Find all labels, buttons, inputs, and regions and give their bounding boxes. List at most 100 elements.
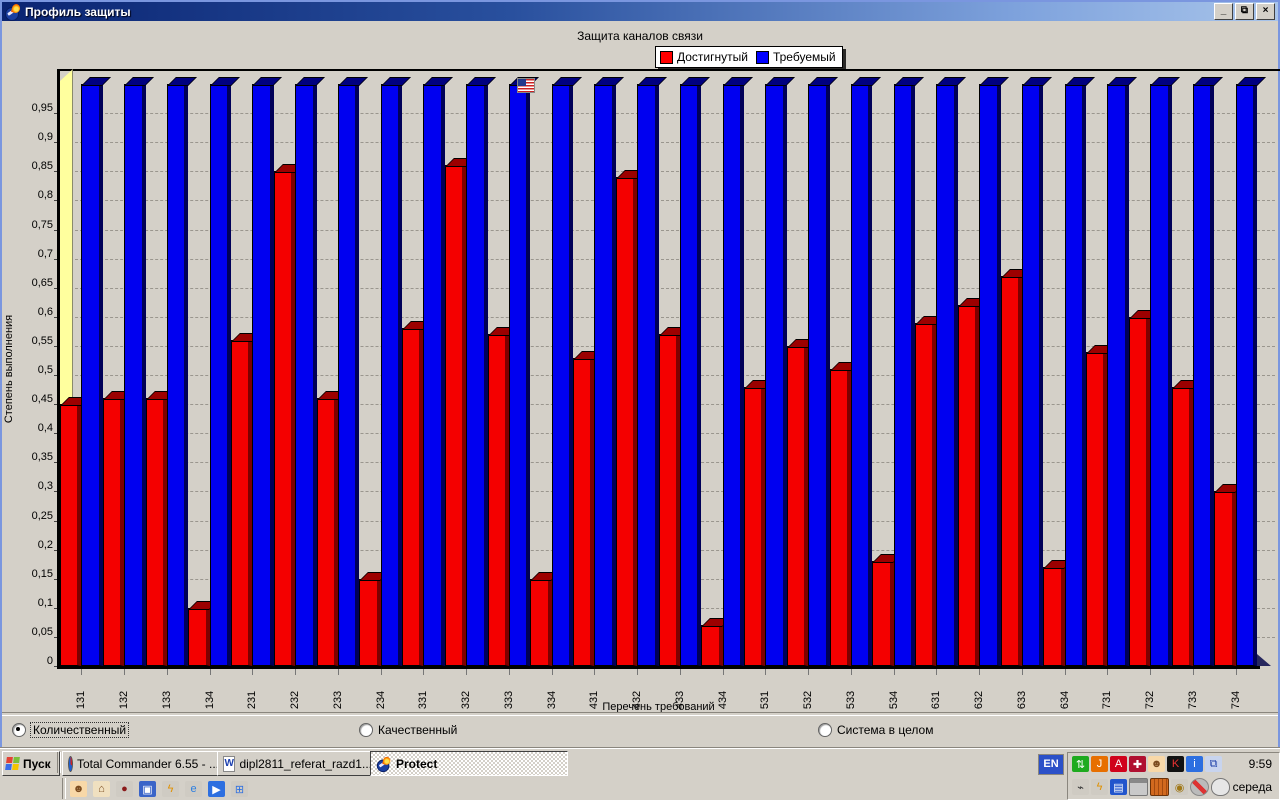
x-tick xyxy=(679,669,681,675)
updates-green-icon[interactable]: ⇅ xyxy=(1072,756,1089,772)
home-scheduler-icon[interactable]: ⌂ xyxy=(93,781,110,797)
x-tick xyxy=(508,669,510,675)
x-tick-label: 332 xyxy=(460,690,473,710)
red-disc-icon[interactable]: ● xyxy=(116,781,133,797)
red-bar xyxy=(359,572,390,666)
monitor-graph-icon[interactable]: ▤ xyxy=(1110,779,1127,795)
x-tick-label: 331 xyxy=(417,690,430,710)
bar-group-634: 634 xyxy=(1043,69,1095,709)
x-tick xyxy=(1021,669,1023,675)
legend-item: Достигнутый xyxy=(660,50,748,64)
gridline xyxy=(60,171,1275,173)
taskbar-task-torch[interactable]: Protect xyxy=(370,751,568,776)
x-tick-label: 431 xyxy=(588,690,601,710)
y-tick-label: 0,1 xyxy=(37,596,53,609)
x-tick xyxy=(466,669,468,675)
chart-plot-area: 0 0,05 0,1 0,15 0,2 0,25 0,3 0,35 0,4 0,45 0,5 0,55… xyxy=(3,69,1280,713)
internet-explorer-icon[interactable]: e xyxy=(185,781,202,797)
user-switch-icon[interactable]: ☻ xyxy=(70,781,87,797)
restore-button[interactable]: ⧉ xyxy=(1235,3,1254,20)
outlook-express-icon[interactable]: ⊞ xyxy=(231,781,248,797)
ati-icon[interactable]: A xyxy=(1110,756,1127,772)
radio-option[interactable]: Система в целом xyxy=(818,723,933,737)
x-tick xyxy=(423,669,425,675)
bar-group-532: 532 xyxy=(786,69,839,709)
blue-bar xyxy=(124,77,155,666)
y-tick-label: 0,65 xyxy=(31,276,53,289)
red-bar xyxy=(1128,310,1160,666)
panel-divider xyxy=(2,712,1278,716)
x-tick xyxy=(252,669,254,675)
chart-right-corner xyxy=(1257,654,1271,666)
y-tick-label: 0,55 xyxy=(31,334,53,347)
x-tick xyxy=(81,669,83,675)
start-button[interactable]: Пуск xyxy=(2,751,60,776)
language-indicator[interactable]: EN xyxy=(1038,754,1064,775)
taskbar-task-total-commander[interactable]: Total Commander 6.55 - ... xyxy=(62,751,225,776)
x-tick-label: 632 xyxy=(973,690,986,710)
window-gray-icon[interactable] xyxy=(1129,778,1148,796)
media-player-icon[interactable]: ▶ xyxy=(208,781,225,797)
mouse-icon[interactable] xyxy=(1211,778,1230,796)
blue-bar xyxy=(1107,77,1138,666)
gridline xyxy=(60,142,1275,144)
red-bar xyxy=(1214,484,1245,666)
x-tick xyxy=(722,669,724,675)
x-tick-label: 333 xyxy=(502,690,515,710)
radio-label: Система в целом xyxy=(837,723,934,737)
x-tick xyxy=(893,669,895,675)
close-button[interactable]: × xyxy=(1256,3,1275,20)
x-axis-title: Перечень требований xyxy=(602,701,715,713)
blue-bar xyxy=(722,77,753,666)
red-bar xyxy=(1043,560,1074,666)
x-tick-label: 731 xyxy=(1101,690,1114,710)
us-flag-icon xyxy=(517,78,535,93)
red-bar xyxy=(273,164,305,666)
x-tick xyxy=(295,669,297,675)
java-icon[interactable]: J xyxy=(1091,756,1108,772)
user-switch-icon[interactable]: ☻ xyxy=(1148,756,1165,772)
radio-circle[interactable] xyxy=(818,723,832,737)
kaspersky-icon[interactable]: K xyxy=(1167,756,1184,772)
y-tick-label: 0,15 xyxy=(31,567,53,580)
flash-icon[interactable]: ϟ xyxy=(1091,779,1108,795)
bar-group-432: 432 xyxy=(615,69,668,709)
red-bar xyxy=(487,327,518,666)
x-tick xyxy=(765,669,767,675)
legend-label: Достигнутый xyxy=(677,50,748,64)
bar-group-331: 331 xyxy=(402,69,454,709)
bar-group-134: 134 xyxy=(188,69,240,709)
radio-option[interactable]: Качественный xyxy=(359,723,457,737)
disabled-device-icon[interactable] xyxy=(1190,778,1209,796)
bluesoleil-icon[interactable]: i xyxy=(1186,756,1203,772)
shield-icon[interactable]: ✚ xyxy=(1129,756,1146,772)
y-tick-label: 0,4 xyxy=(37,422,53,435)
red-bar xyxy=(615,170,647,666)
network-icon[interactable]: ⧉ xyxy=(1205,756,1222,772)
x-tick xyxy=(594,669,596,675)
book-icon[interactable] xyxy=(1150,778,1169,796)
blue-bar xyxy=(765,77,796,666)
gridline xyxy=(60,287,1275,289)
mode-radio-group: Количественный Качественный Система в цело… xyxy=(2,714,1278,748)
speaker-disc-icon[interactable]: ◉ xyxy=(1171,779,1188,795)
x-tick xyxy=(850,669,852,675)
task-label: Protect xyxy=(396,756,438,771)
x-tick-label: 631 xyxy=(930,690,943,710)
x-tick-label: 433 xyxy=(673,690,686,710)
red-bar xyxy=(1000,269,1031,666)
y-tick-label: 0,05 xyxy=(31,625,53,638)
radio-circle[interactable] xyxy=(12,723,26,737)
blue-bar xyxy=(637,77,668,666)
radio-circle[interactable] xyxy=(359,723,373,737)
minimize-button[interactable]: _ xyxy=(1214,3,1233,20)
x-tick xyxy=(337,669,339,675)
radio-selected-option[interactable]: Количественный xyxy=(12,722,130,738)
power-plug-icon[interactable]: ⌁ xyxy=(1072,779,1089,795)
tv-viewer-icon[interactable]: ▣ xyxy=(139,781,156,797)
red-bar xyxy=(402,321,433,666)
y-tick-label: 0,7 xyxy=(37,247,53,260)
chart-panel: Защита каналов связи Достигнутый Требуемы… xyxy=(2,21,1280,748)
flash-icon[interactable]: ϟ xyxy=(162,781,179,797)
